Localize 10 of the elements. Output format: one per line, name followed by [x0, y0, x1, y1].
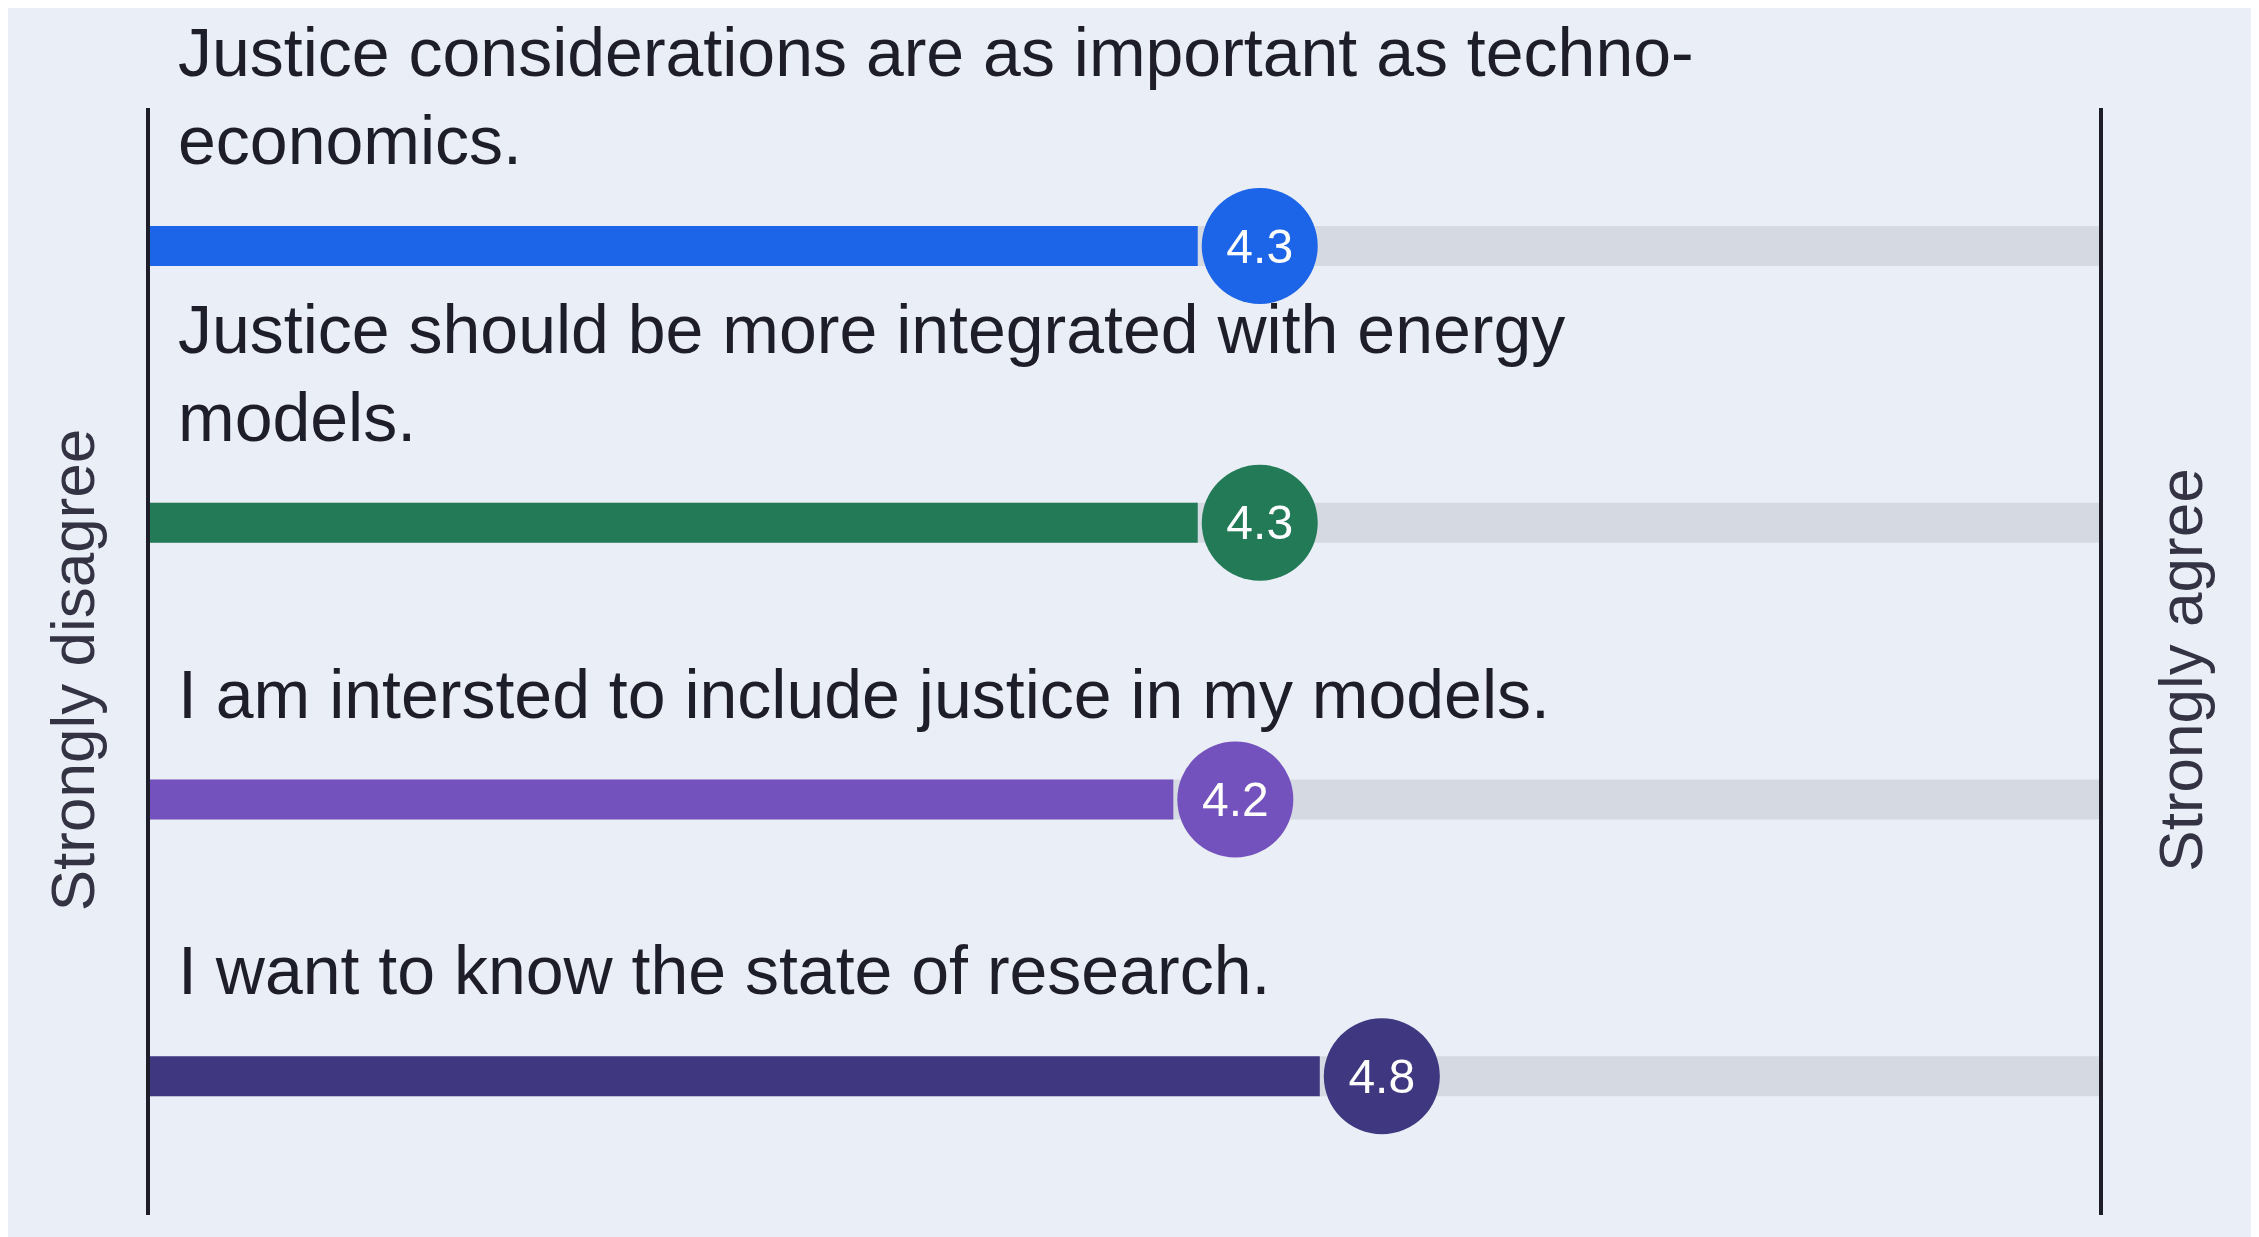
y-tick-label: I want to know the state of research. — [178, 932, 1271, 1009]
data-label: 4.3 — [1226, 496, 1294, 550]
data-label: 4.8 — [1348, 1049, 1416, 1103]
text: Strongly disagree — [38, 428, 107, 911]
text: Strongly agree — [2146, 467, 2215, 872]
data-label: 4.3 — [1226, 219, 1294, 273]
y-tick-label: I am intersted to include justice in my models. — [178, 655, 1550, 732]
y-tick-label: Justice considerations are as important as techno-economics. — [178, 14, 1694, 178]
y-tick-label: Justice should be more integrated with energy models. — [178, 290, 1566, 455]
data-label: 4.2 — [1201, 773, 1269, 826]
